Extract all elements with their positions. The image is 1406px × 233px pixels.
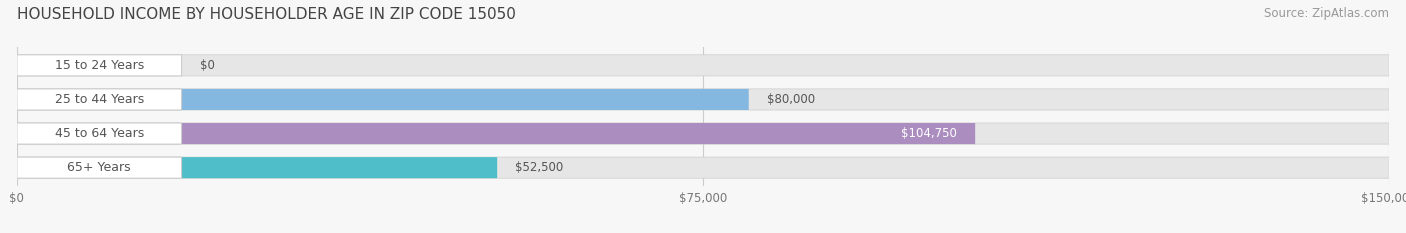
FancyBboxPatch shape [17,89,1389,110]
Text: $0: $0 [200,59,215,72]
FancyBboxPatch shape [17,123,181,144]
FancyBboxPatch shape [17,123,976,144]
FancyBboxPatch shape [17,157,1389,178]
FancyBboxPatch shape [17,89,749,110]
Text: 65+ Years: 65+ Years [67,161,131,174]
FancyBboxPatch shape [17,157,181,178]
Text: $52,500: $52,500 [516,161,564,174]
Text: Source: ZipAtlas.com: Source: ZipAtlas.com [1264,7,1389,20]
FancyBboxPatch shape [17,157,498,178]
FancyBboxPatch shape [17,55,1389,76]
Text: 25 to 44 Years: 25 to 44 Years [55,93,143,106]
FancyBboxPatch shape [17,55,181,76]
Text: 45 to 64 Years: 45 to 64 Years [55,127,143,140]
FancyBboxPatch shape [17,123,1389,144]
Text: $104,750: $104,750 [901,127,957,140]
Text: HOUSEHOLD INCOME BY HOUSEHOLDER AGE IN ZIP CODE 15050: HOUSEHOLD INCOME BY HOUSEHOLDER AGE IN Z… [17,7,516,22]
Text: $80,000: $80,000 [768,93,815,106]
Text: 15 to 24 Years: 15 to 24 Years [55,59,143,72]
FancyBboxPatch shape [17,89,181,110]
